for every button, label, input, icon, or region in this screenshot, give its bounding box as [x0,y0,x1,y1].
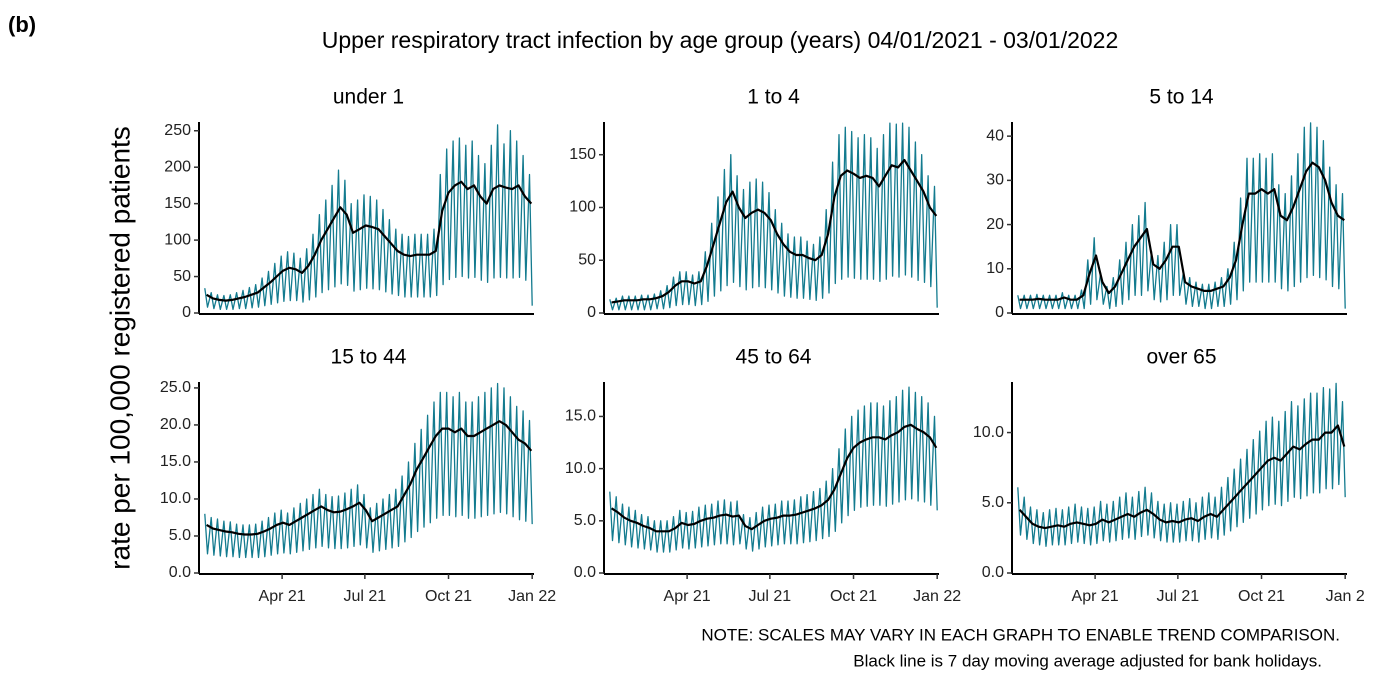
y-tick-label: 10.0 [565,460,596,477]
x-tick-label: Jul 21 [749,588,792,605]
moving-average-line [611,158,938,304]
note: Black line is 7 day moving average adjus… [853,651,1322,670]
daily-rate-line [609,122,938,311]
y-tick-label: 250 [164,122,191,139]
y-tick-label: 0.0 [982,564,1004,581]
x-tick-label: Jan 2 [1326,588,1365,605]
y-tick-label: 30 [986,172,1004,189]
y-tick-label: 50 [578,251,596,268]
x-tick-label: Apr 21 [664,588,711,605]
y-tick-label: 5.0 [574,512,596,529]
y-tick-label: 10.0 [973,424,1004,441]
moving-average-line [1018,424,1346,530]
daily-rate-line [1017,122,1346,310]
x-tick-label: Apr 21 [1072,588,1119,605]
x-tick-label: Jan 22 [508,588,556,605]
x-tick-label: Oct 21 [830,588,877,605]
y-tick-label: 100 [164,231,191,248]
y-tick-label: 0 [587,304,596,321]
panel-title: 45 to 64 [736,346,812,369]
y-tick-label: 0 [995,304,1004,321]
y-tick-label: 50 [173,268,191,285]
y-tick-label: 10.0 [160,490,191,507]
y-tick-label: 40 [986,127,1004,144]
panel-title: 5 to 14 [1149,86,1214,109]
y-tick-label: 100 [569,199,596,216]
y-tick-label: 20 [986,216,1004,233]
y-tick-label: 15.0 [565,408,596,425]
y-tick-label: 150 [164,195,191,212]
daily-rate-line [204,382,533,559]
moving-average-line [610,423,938,533]
y-tick-label: 15.0 [160,453,191,470]
y-axis-label: rate per 100,000 registered patients [104,126,135,570]
daily-rate-line [204,124,533,311]
x-tick-label: Oct 21 [425,588,472,605]
y-tick-label: 5.0 [982,494,1004,511]
y-tick-label: 25.0 [160,379,191,396]
y-tick-label: 0.0 [574,564,596,581]
x-tick-label: Jul 21 [344,588,387,605]
daily-rate-line [609,386,938,553]
y-tick-label: 150 [569,146,596,163]
y-tick-label: 10 [986,260,1004,277]
moving-average-line [206,180,533,302]
figure-title: Upper respiratory tract infection by age… [322,27,1119,53]
x-tick-label: Jan 22 [913,588,961,605]
y-tick-label: 20.0 [160,416,191,433]
panel-title: 1 to 4 [747,86,800,109]
note: NOTE: SCALES MAY VARY IN EACH GRAPH TO E… [701,625,1340,644]
moving-average-line [1019,161,1345,301]
y-tick-label: 5.0 [169,527,191,544]
panel-title: 15 to 44 [331,346,407,369]
panel-title: under 1 [333,86,404,109]
x-tick-label: Apr 21 [259,588,306,605]
y-tick-label: 0.0 [169,564,191,581]
panel-title: over 65 [1146,346,1216,369]
moving-average-line [206,420,533,536]
y-tick-label: 200 [164,158,191,175]
panel-label: (b) [8,12,36,37]
x-tick-label: Oct 21 [1238,588,1285,605]
y-tick-label: 0 [182,304,191,321]
x-tick-label: Jul 21 [1157,588,1200,605]
